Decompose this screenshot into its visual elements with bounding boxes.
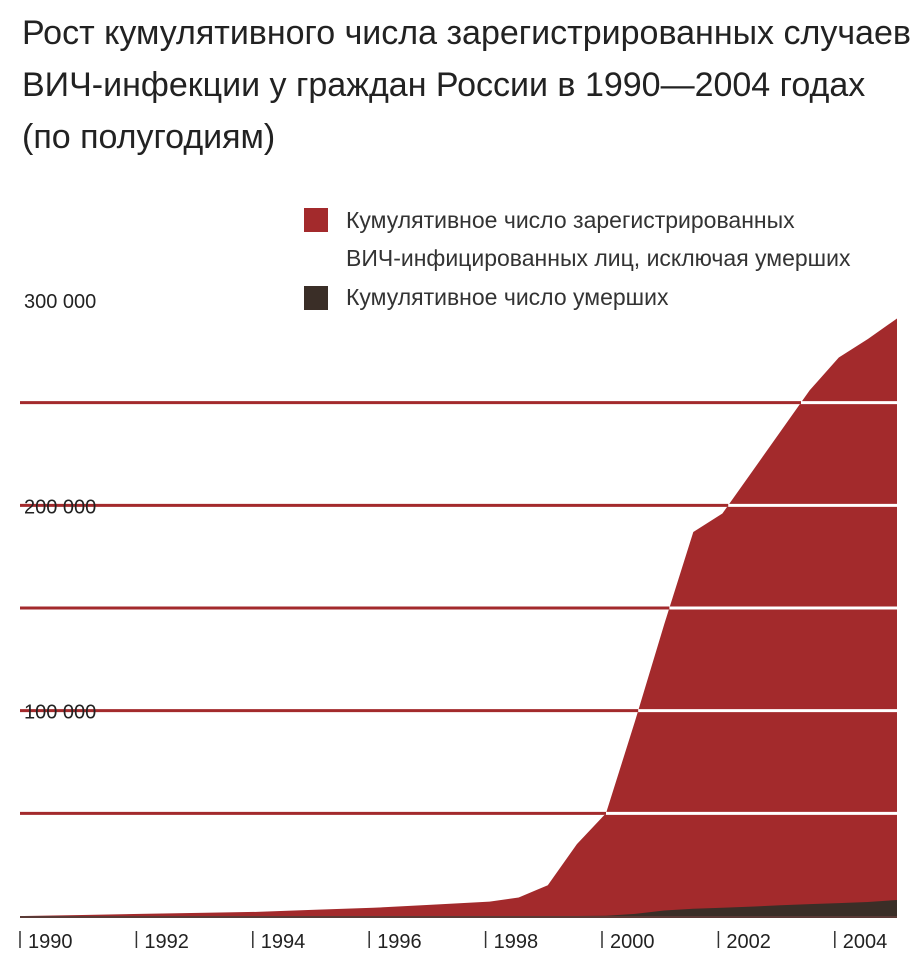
legend-swatch-main (304, 208, 328, 232)
x-tick-label-2: 1994 (261, 931, 306, 953)
series-area-deaths (24, 900, 897, 916)
legend-label-deaths: Кумулятивное число умерших (346, 284, 669, 310)
x-tick-label-6: 2002 (726, 931, 771, 953)
chart-title: Рост кумулятивного числа зарегистрирован… (22, 14, 911, 156)
y-tick-label-1: 200 000 (24, 496, 96, 518)
title-line-1: Рост кумулятивного числа зарегистрирован… (22, 14, 911, 52)
series-area-registered (24, 318, 897, 916)
title-line-2: ВИЧ-инфекции у граждан России в 1990—200… (22, 66, 865, 104)
x-tick-label-3: 1996 (377, 931, 422, 953)
title-line-3: (по полугодиям) (22, 118, 275, 156)
plot-area: 100 000 200 000 300 000 1990 1992 1994 1996 199… (19, 291, 897, 953)
x-tick-label-1: 1992 (144, 931, 189, 953)
y-tick-label-2: 300 000 (24, 291, 96, 313)
x-tick-label-5: 2000 (610, 931, 655, 953)
legend-label-main-line-2: ВИЧ-инфицированных лиц, исключая умерших (346, 245, 851, 271)
x-tick-label-0: 1990 (28, 931, 73, 953)
legend-swatch-deaths (304, 286, 328, 310)
legend-label-main-line-1: Кумулятивное число зарегистрированных (346, 207, 795, 233)
x-tick-label-7: 2004 (843, 931, 888, 953)
legend: Кумулятивное число зарегистрированных ВИ… (304, 207, 851, 310)
y-tick-label-0: 100 000 (24, 702, 96, 724)
x-tick-label-4: 1998 (494, 931, 538, 953)
